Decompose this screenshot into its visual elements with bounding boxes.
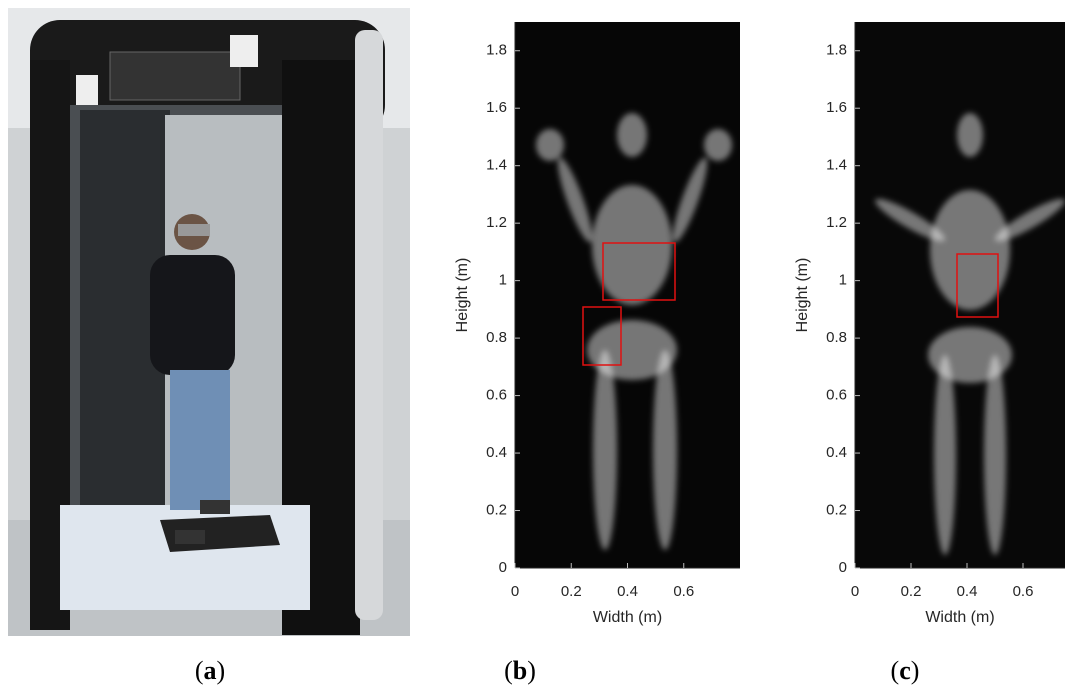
caption-part: a	[204, 656, 217, 685]
y-tick-label: 1.8	[486, 42, 507, 59]
y-tick-label: 1.4	[486, 157, 507, 174]
y-axis-label: Height (m)	[794, 258, 811, 333]
caption-part: c	[899, 656, 911, 685]
scan-image	[855, 22, 1067, 568]
x-tick-label: 0	[511, 583, 519, 600]
x-tick-label: 0.6	[673, 583, 694, 600]
y-tick-label: 0.4	[486, 444, 507, 461]
y-tick-label: 1.6	[826, 99, 847, 116]
caption-part: (	[891, 656, 900, 685]
y-tick-label: 1.4	[826, 157, 847, 174]
panel-caption: (c)	[891, 656, 920, 685]
caption-part: )	[527, 656, 536, 685]
x-tick-label: 0	[851, 583, 859, 600]
panel-caption: (a)	[195, 656, 225, 685]
y-tick-label: 1.6	[486, 99, 507, 116]
x-axis-label: Width (m)	[593, 609, 662, 626]
y-tick-label: 1.8	[826, 42, 847, 59]
y-axis-label: Height (m)	[454, 258, 471, 333]
y-tick-label: 0.6	[486, 387, 507, 404]
y-tick-label: 0	[839, 559, 847, 576]
y-tick-label: 1.2	[486, 214, 507, 231]
figure: (a)(b)(c)00.20.40.60.811.21.41.61.800.20…	[0, 0, 1067, 690]
y-tick-label: 0.2	[826, 501, 847, 518]
x-tick-label: 0.4	[617, 583, 638, 600]
y-tick-label: 0.8	[826, 329, 847, 346]
y-tick-label: 0.4	[826, 444, 847, 461]
caption-part: b	[513, 656, 527, 685]
y-tick-label: 1.2	[826, 214, 847, 231]
x-axis-label: Width (m)	[925, 609, 994, 626]
caption-part: )	[911, 656, 920, 685]
caption-part: )	[217, 656, 226, 685]
y-tick-label: 0.8	[486, 329, 507, 346]
y-tick-label: 0.6	[826, 387, 847, 404]
caption-part: (	[195, 656, 204, 685]
x-tick-label: 0.2	[901, 583, 922, 600]
x-tick-label: 0.6	[1013, 583, 1034, 600]
y-tick-label: 0.2	[486, 501, 507, 518]
y-tick-label: 1	[839, 272, 847, 289]
caption-part: (	[504, 656, 513, 685]
x-tick-label: 0.2	[561, 583, 582, 600]
scan-image	[515, 22, 740, 568]
panel-caption: (b)	[504, 656, 536, 685]
x-tick-label: 0.4	[957, 583, 978, 600]
y-tick-label: 1	[499, 272, 507, 289]
photo	[8, 8, 410, 636]
y-tick-label: 0	[499, 559, 507, 576]
